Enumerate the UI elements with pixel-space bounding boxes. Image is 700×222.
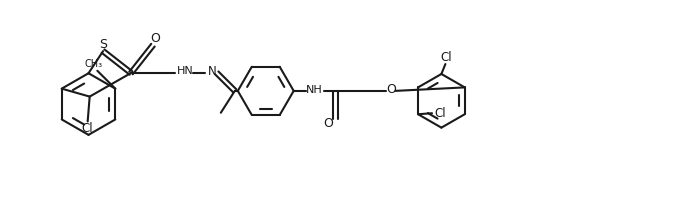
Text: Cl: Cl [434,107,446,120]
Text: Cl: Cl [440,51,452,63]
Text: CH₃: CH₃ [84,59,102,69]
Text: O: O [323,117,334,130]
Text: HN: HN [176,67,193,77]
Text: N: N [207,65,216,78]
Text: Cl: Cl [82,122,94,135]
Text: O: O [386,83,396,96]
Text: S: S [99,38,108,51]
Text: O: O [150,32,160,45]
Text: NH: NH [307,85,323,95]
